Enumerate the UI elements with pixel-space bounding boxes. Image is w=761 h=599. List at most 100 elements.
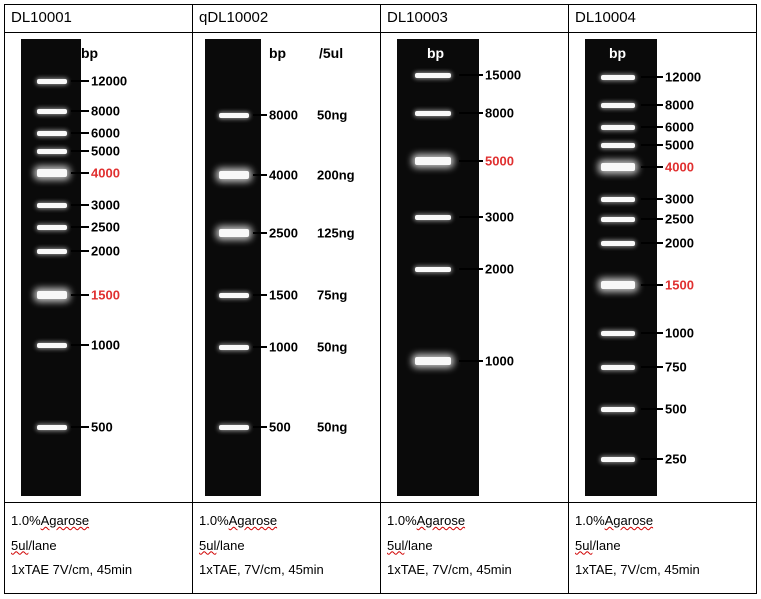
band-tick xyxy=(641,76,663,78)
col-header-3: DL10003 xyxy=(381,5,569,33)
gel-band xyxy=(219,171,249,179)
band-tick xyxy=(459,360,483,362)
band-size-label: 8000 xyxy=(269,108,298,123)
cap3-l3: 1xTAE, 7V/cm, 45min xyxy=(387,562,512,577)
band-size-label: 2500 xyxy=(665,212,694,227)
band-qty-label: 200ng xyxy=(317,168,355,183)
gel-band xyxy=(37,109,67,114)
cap4-l3: 1xTAE, 7V/cm, 45min xyxy=(575,562,700,577)
band-size-label: 8000 xyxy=(485,106,514,121)
cap4-l1a: 1.0% xyxy=(575,513,605,528)
band-size-label: 1500 xyxy=(91,288,120,303)
band-tick xyxy=(641,458,663,460)
gel-band xyxy=(219,345,249,350)
band-size-label: 12000 xyxy=(665,70,701,85)
band-tick xyxy=(71,150,89,152)
cap1-l3: 1xTAE 7V/cm, 45min xyxy=(11,562,132,577)
band-tick xyxy=(641,126,663,128)
band-tick xyxy=(641,366,663,368)
gel-band xyxy=(415,157,451,165)
band-size-label: 3000 xyxy=(665,192,694,207)
band-size-label: 250 xyxy=(665,452,687,467)
gel-band xyxy=(219,229,249,237)
band-tick xyxy=(641,104,663,106)
bp-label: bp xyxy=(81,45,98,61)
bp-label: bp xyxy=(427,45,444,61)
band-qty-label: 125ng xyxy=(317,226,355,241)
band-size-label: 500 xyxy=(91,420,113,435)
gel-band xyxy=(601,163,635,171)
band-qty-label: 50ng xyxy=(317,420,347,435)
band-size-label: 8000 xyxy=(91,104,120,119)
col-header-1: DL10001 xyxy=(5,5,193,33)
band-tick xyxy=(71,172,89,174)
gel-band xyxy=(37,225,67,230)
band-tick xyxy=(71,132,89,134)
gel-band xyxy=(37,343,67,348)
band-size-label: 2000 xyxy=(665,236,694,251)
band-tick xyxy=(253,232,267,234)
gel-band xyxy=(415,357,451,365)
gel-band xyxy=(37,425,67,430)
gel-band xyxy=(415,215,451,220)
cap2-l3: 1xTAE, 7V/cm, 45min xyxy=(199,562,324,577)
gel-band xyxy=(37,169,67,177)
band-tick xyxy=(641,284,663,286)
band-tick xyxy=(71,80,89,82)
bp-label: bp xyxy=(269,45,286,61)
gel-cell-1: bp12000800060005000400030002500200015001… xyxy=(5,33,193,503)
caption-4: 1.0%Agarose 5ul/lane 1xTAE, 7V/cm, 45min xyxy=(569,503,757,594)
band-size-label: 2500 xyxy=(91,220,120,235)
band-tick xyxy=(641,166,663,168)
cap1-l1a: 1.0% xyxy=(11,513,41,528)
band-size-label: 1500 xyxy=(269,288,298,303)
band-size-label: 2000 xyxy=(91,244,120,259)
gel-band xyxy=(37,131,67,136)
gel-band xyxy=(601,241,635,246)
band-tick xyxy=(641,198,663,200)
band-tick xyxy=(641,218,663,220)
gel-cell-2: bp/5ul800050ng4000200ng2500125ng150075ng… xyxy=(193,33,381,503)
cap1-l2b: /lane xyxy=(28,538,56,553)
gel-band xyxy=(37,249,67,254)
bp-label: bp xyxy=(609,45,626,61)
gel-band xyxy=(601,75,635,80)
cap2-l1b: Agarose xyxy=(229,513,277,528)
gel-band xyxy=(219,425,249,430)
band-qty-label: 50ng xyxy=(317,108,347,123)
band-size-label: 4000 xyxy=(91,166,120,181)
per-5ul-label: /5ul xyxy=(319,45,343,61)
band-qty-label: 75ng xyxy=(317,288,347,303)
caption-3: 1.0%Agarose 5ul/lane 1xTAE, 7V/cm, 45min xyxy=(381,503,569,594)
band-size-label: 3000 xyxy=(485,210,514,225)
band-tick xyxy=(459,74,483,76)
band-size-label: 500 xyxy=(665,402,687,417)
band-tick xyxy=(71,426,89,428)
gel-cell-4: bp12000800060005000400030002500200015001… xyxy=(569,33,757,503)
band-size-label: 4000 xyxy=(665,160,694,175)
cap4-l1b: Agarose xyxy=(605,513,653,528)
cap4-l2b: /lane xyxy=(592,538,620,553)
gel-band xyxy=(37,203,67,208)
band-tick xyxy=(253,294,267,296)
gel-band xyxy=(415,267,451,272)
band-size-label: 1000 xyxy=(665,326,694,341)
gel-band xyxy=(601,365,635,370)
band-size-label: 1000 xyxy=(485,354,514,369)
gel-band xyxy=(601,103,635,108)
band-tick xyxy=(71,110,89,112)
band-tick xyxy=(641,242,663,244)
band-tick xyxy=(459,216,483,218)
band-tick xyxy=(71,250,89,252)
band-tick xyxy=(641,332,663,334)
gel-band xyxy=(37,149,67,154)
band-tick xyxy=(641,144,663,146)
cap2-l2a: 5ul xyxy=(199,538,216,553)
band-size-label: 1500 xyxy=(665,278,694,293)
col-header-2: qDL10002 xyxy=(193,5,381,33)
band-size-label: 6000 xyxy=(91,126,120,141)
band-qty-label: 50ng xyxy=(317,340,347,355)
band-tick xyxy=(459,268,483,270)
band-size-label: 750 xyxy=(665,360,687,375)
ladder-table: DL10001 qDL10002 DL10003 DL10004 bp12000… xyxy=(4,4,757,594)
